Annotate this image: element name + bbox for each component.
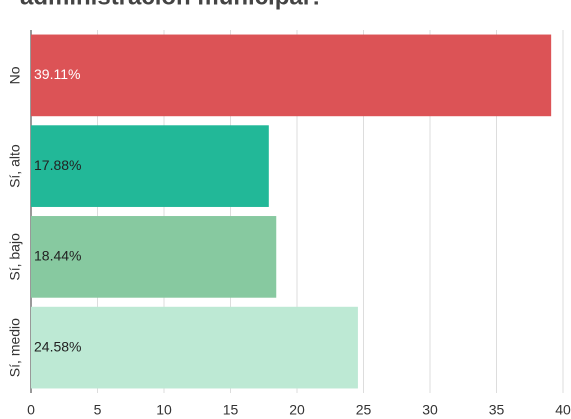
data-label: 17.88% xyxy=(34,157,81,173)
x-tick-label: 30 xyxy=(422,402,438,418)
y-tick-label: Sí, alto xyxy=(7,144,23,188)
bar xyxy=(31,306,358,389)
x-tick-label: 35 xyxy=(489,402,505,418)
x-tick-label: 40 xyxy=(555,402,571,418)
x-tick-label: 5 xyxy=(94,402,102,418)
x-tick-label: 10 xyxy=(156,402,172,418)
x-tick-label: 0 xyxy=(27,402,35,418)
y-tick-label: Sí, bajo xyxy=(7,233,23,281)
x-tick-label: 20 xyxy=(289,402,305,418)
bar xyxy=(31,34,552,117)
chart-title: administración municipal? xyxy=(20,0,324,10)
bar xyxy=(31,125,269,207)
data-label: 24.58% xyxy=(34,338,81,354)
x-tick-label: 15 xyxy=(223,402,239,418)
bar xyxy=(31,216,277,298)
data-label: 39.11% xyxy=(34,66,80,82)
y-tick-label: No xyxy=(7,66,23,84)
y-tick-label: Sí, medio xyxy=(7,318,23,377)
data-label: 18.44% xyxy=(34,248,81,264)
x-tick-label: 25 xyxy=(356,402,372,418)
